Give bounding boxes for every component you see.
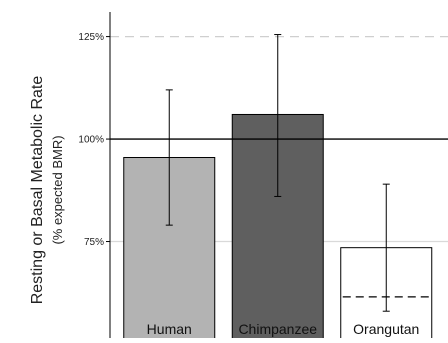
y-tick-label: 75% (84, 237, 104, 248)
x-tick-label-orangutan: Orangutan (353, 321, 419, 337)
errorbars-layer (165, 34, 390, 312)
label-layer: 50%75%100%125%HumanChimpanzeeOrangutanRe… (29, 32, 419, 343)
axis-layer (106, 12, 448, 343)
y-axis-subtitle: (% expected BMR) (50, 135, 65, 244)
y-tick-label: 125% (78, 32, 104, 43)
y-axis-title: Resting or Basal Metabolic Rate (29, 76, 46, 305)
y-tick-label: 100% (78, 135, 104, 146)
x-tick-label-human: Human (147, 321, 192, 337)
x-tick-label-chimpanzee: Chimpanzee (238, 321, 317, 337)
